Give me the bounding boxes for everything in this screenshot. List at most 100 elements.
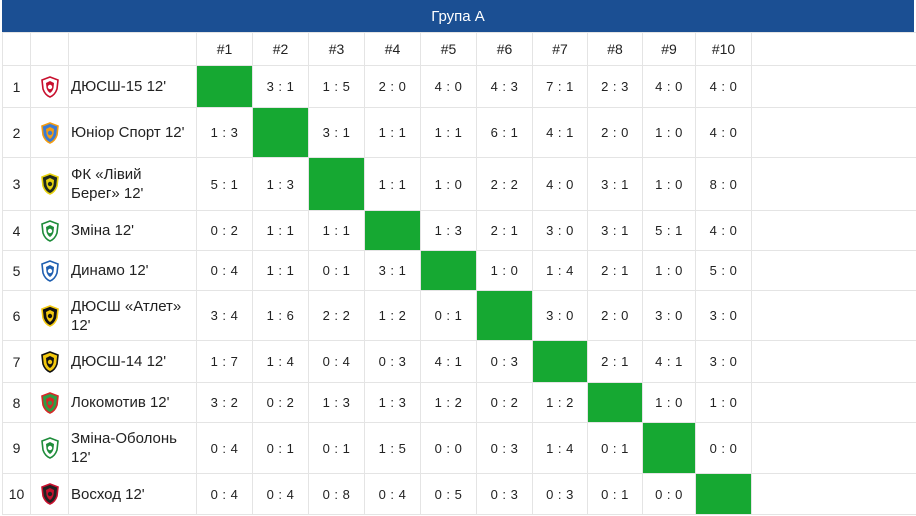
match-score: 4 : 0 <box>695 107 752 158</box>
match-score: 1 : 1 <box>364 107 421 158</box>
team-name[interactable]: Восход 12' <box>68 473 197 515</box>
match-score: 0 : 2 <box>252 382 309 423</box>
match-score: 1 : 3 <box>420 210 477 251</box>
match-score: 1 : 3 <box>364 382 421 423</box>
team-name[interactable]: Юніор Спорт 12' <box>68 107 197 158</box>
match-score: 1 : 0 <box>476 250 533 291</box>
match-score: 3 : 0 <box>695 340 752 383</box>
match-score: 2 : 2 <box>308 290 365 341</box>
match-score: 4 : 0 <box>695 210 752 251</box>
team-name[interactable]: ДЮСШ-15 12' <box>68 65 197 108</box>
match-score: 8 : 0 <box>695 157 752 211</box>
match-score: 0 : 0 <box>695 422 752 474</box>
header-team <box>68 32 197 66</box>
match-score: 4 : 0 <box>420 65 477 108</box>
column-header-7: #7 <box>532 32 588 66</box>
match-score: 7 : 1 <box>532 65 588 108</box>
diagonal-cell <box>476 290 533 341</box>
diagonal-cell <box>532 340 588 383</box>
header-spacer <box>751 32 916 66</box>
match-score: 3 : 0 <box>532 210 588 251</box>
team-name[interactable]: ДЮСШ «Атлет» 12' <box>68 290 197 341</box>
team-logo-cell <box>30 382 69 423</box>
column-header-1: #1 <box>196 32 253 66</box>
match-score: 3 : 1 <box>308 107 365 158</box>
match-score: 3 : 0 <box>532 290 588 341</box>
team-name[interactable]: ФК «Лівий Берег» 12' <box>68 157 197 211</box>
team-position: 8 <box>2 382 31 423</box>
diagonal-cell <box>364 210 421 251</box>
team-logo-cell <box>30 473 69 515</box>
team-name[interactable]: Локомотив 12' <box>68 382 197 423</box>
match-score: 0 : 0 <box>420 422 477 474</box>
match-score: 1 : 3 <box>196 107 253 158</box>
match-score: 1 : 1 <box>252 250 309 291</box>
row-spacer <box>751 107 916 158</box>
team-position: 9 <box>2 422 31 474</box>
dyussh15-crest-icon <box>40 75 59 98</box>
zmina-obolon-crest-icon <box>40 437 59 459</box>
column-header-8: #8 <box>587 32 643 66</box>
match-score: 5 : 0 <box>695 250 752 291</box>
match-score: 1 : 7 <box>196 340 253 383</box>
column-header-10: #10 <box>695 32 752 66</box>
team-position: 6 <box>2 290 31 341</box>
match-score: 3 : 0 <box>695 290 752 341</box>
match-score: 1 : 1 <box>420 107 477 158</box>
match-score: 1 : 0 <box>642 382 696 423</box>
team-logo-cell <box>30 107 69 158</box>
team-logo-cell <box>30 65 69 108</box>
match-score: 0 : 2 <box>476 382 533 423</box>
diagonal-cell <box>695 473 752 515</box>
team-logo-cell <box>30 340 69 383</box>
team-logo-cell <box>30 210 69 251</box>
team-name[interactable]: ДЮСШ-14 12' <box>68 340 197 383</box>
match-score: 1 : 5 <box>364 422 421 474</box>
match-score: 1 : 4 <box>252 340 309 383</box>
atlet-crest-icon <box>40 304 59 327</box>
team-logo-cell <box>30 290 69 341</box>
diagonal-cell <box>252 107 309 158</box>
match-score: 3 : 1 <box>252 65 309 108</box>
match-score: 3 : 0 <box>642 290 696 341</box>
row-spacer <box>751 250 916 291</box>
match-score: 4 : 1 <box>642 340 696 383</box>
team-name[interactable]: Зміна 12' <box>68 210 197 251</box>
match-score: 1 : 0 <box>642 107 696 158</box>
match-score: 0 : 1 <box>587 473 643 515</box>
match-score: 4 : 0 <box>695 65 752 108</box>
column-header-3: #3 <box>308 32 365 66</box>
match-score: 0 : 2 <box>196 210 253 251</box>
match-score: 2 : 0 <box>587 290 643 341</box>
match-score: 1 : 3 <box>308 382 365 423</box>
diagonal-cell <box>308 157 365 211</box>
team-logo-cell <box>30 422 69 474</box>
lokomotyv-crest-icon <box>40 391 59 414</box>
match-score: 4 : 1 <box>532 107 588 158</box>
match-score: 4 : 0 <box>642 65 696 108</box>
match-score: 0 : 4 <box>252 473 309 515</box>
livyi-bereh-crest-icon <box>40 173 59 195</box>
match-score: 0 : 4 <box>196 422 253 474</box>
team-name[interactable]: Зміна-Оболонь 12' <box>68 422 197 474</box>
team-logo-cell <box>30 250 69 291</box>
column-header-2: #2 <box>252 32 309 66</box>
match-score: 0 : 1 <box>252 422 309 474</box>
row-spacer <box>751 422 916 474</box>
header-row: #1 #2 #3 #4 #5 #6 #7 #8 #9 #10 <box>2 32 916 66</box>
match-score: 2 : 0 <box>587 107 643 158</box>
header-pos <box>2 32 31 66</box>
match-score: 3 : 2 <box>196 382 253 423</box>
team-name[interactable]: Динамо 12' <box>68 250 197 291</box>
match-score: 0 : 4 <box>196 473 253 515</box>
team-position: 7 <box>2 340 31 383</box>
column-header-9: #9 <box>642 32 696 66</box>
match-score: 1 : 0 <box>420 157 477 211</box>
